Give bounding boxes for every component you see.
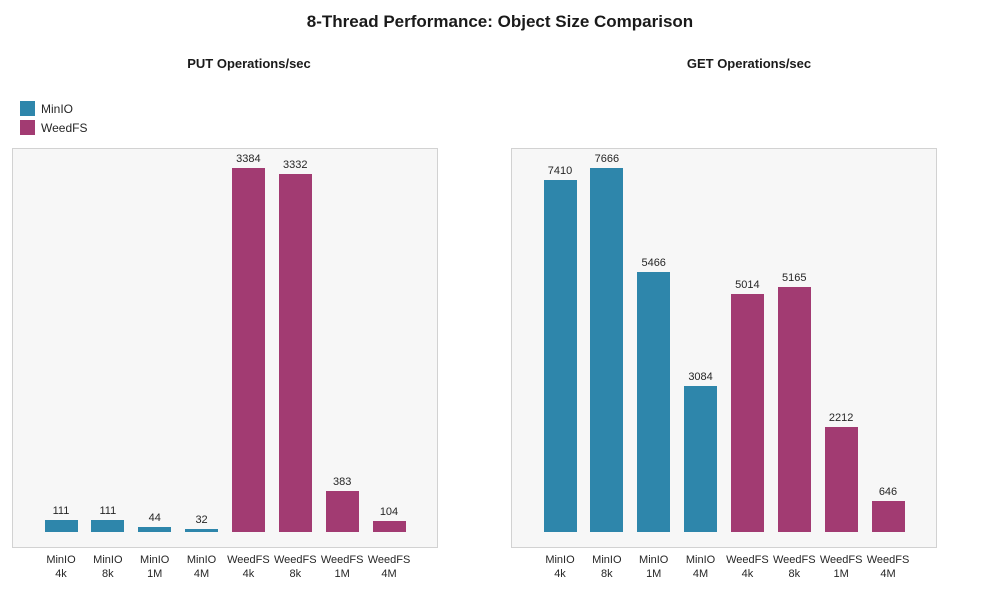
x-tick-label: WeedFS 4k — [227, 554, 270, 580]
x-tick-label: MinIO 4k — [545, 554, 575, 580]
bar-value-label: 646 — [878, 486, 898, 499]
x-tick-label: WeedFS 8k — [772, 554, 816, 580]
put-x-axis-labels: MinIO 4k MinIO 8k MinIO 1M MinIO 4M WeedFS 4… — [12, 553, 438, 587]
bar — [824, 426, 858, 532]
x-tick-label: MinIO 8k — [592, 554, 622, 580]
bar — [231, 168, 265, 532]
x-tick-label: MinIO 1M — [639, 554, 669, 580]
bar-value-label: 5165 — [782, 271, 807, 284]
x-tick-label: WeedFS 4M — [866, 554, 910, 580]
legend-label-weedfs: WeedFS — [41, 120, 88, 135]
x-tick-label: WeedFS 8k — [273, 554, 317, 580]
x-tick-label: WeedFS 1M — [320, 554, 364, 580]
bar-value-label: 2212 — [828, 411, 854, 424]
legend-swatch-weedfs — [20, 120, 35, 135]
bar-value-label: 104 — [379, 505, 399, 518]
bar — [91, 520, 125, 532]
x-tick-label: MinIO 1M — [140, 554, 170, 580]
legend: MinIO WeedFS — [20, 99, 87, 137]
bar-value-label: 32 — [195, 513, 208, 526]
bar — [278, 173, 312, 532]
x-tick-label: WeedFS 4k — [726, 554, 769, 580]
bar-value-label: 5014 — [735, 278, 760, 291]
x-tick-label: MinIO 4k — [46, 554, 76, 580]
chart-title: 8-Thread Performance: Object Size Compar… — [306, 12, 694, 31]
bar — [871, 501, 905, 532]
x-tick-label: MinIO 8k — [93, 554, 123, 580]
get-x-axis-labels: MinIO 4k MinIO 8k MinIO 1M MinIO 4M WeedFS 4… — [511, 553, 937, 587]
bar-value-label: 44 — [148, 512, 161, 525]
legend-label-minio: MinIO — [41, 101, 74, 116]
bar — [138, 527, 172, 532]
bar — [372, 520, 406, 532]
bar — [590, 168, 624, 532]
get-plot-area: 7410 7666 5466 3084 5014 5165 2212 646 — [511, 148, 937, 548]
bar-value-label: 3084 — [688, 370, 713, 383]
x-tick-label: MinIO 4M — [186, 554, 217, 580]
bar — [684, 385, 718, 532]
bar-value-label: 111 — [99, 505, 117, 518]
bar — [543, 180, 577, 532]
bar — [185, 528, 219, 532]
legend-item-minio: MinIO — [20, 99, 87, 118]
bar-value-label: 5466 — [641, 257, 666, 270]
bar — [730, 293, 764, 532]
x-tick-label: WeedFS 4M — [367, 554, 411, 580]
bar-value-label: 7410 — [547, 165, 573, 178]
bar-value-label: 111 — [52, 505, 70, 518]
legend-item-weedfs: WeedFS — [20, 118, 87, 137]
bar — [637, 272, 671, 532]
subplot-title-get: GET Operations/sec — [686, 56, 812, 71]
legend-swatch-minio — [20, 101, 35, 116]
x-tick-label: MinIO 4M — [685, 554, 716, 580]
bar — [44, 520, 78, 532]
bar-value-label: 7666 — [594, 153, 620, 165]
bar-value-label: 3332 — [283, 158, 308, 171]
subplot-title-put: PUT Operations/sec — [187, 56, 311, 71]
put-plot-area: 111 111 44 32 3384 3332 383 104 — [12, 148, 438, 548]
x-tick-label: WeedFS 1M — [819, 554, 863, 580]
bar — [325, 490, 359, 532]
bar-value-label: 383 — [332, 475, 352, 488]
bar — [777, 286, 811, 532]
bar-value-label: 3384 — [236, 153, 261, 165]
